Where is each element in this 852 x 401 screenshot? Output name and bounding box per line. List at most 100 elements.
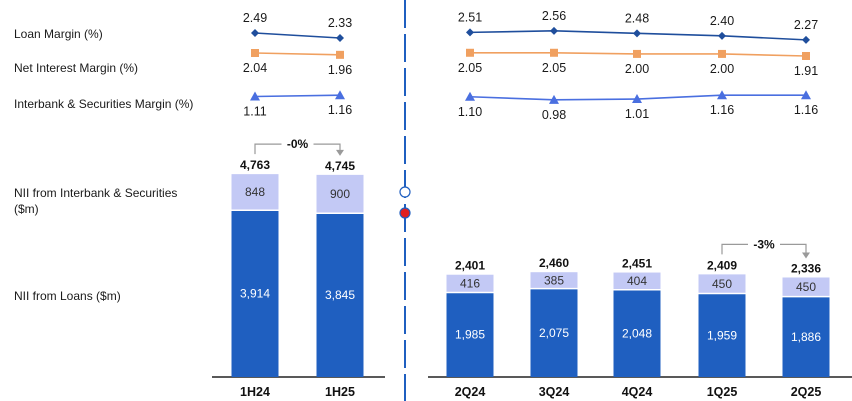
ib-margin-point-2Q24 [465, 91, 475, 101]
nim-label-4Q24: 2.00 [625, 62, 649, 76]
legend-nii-loans: NII from Loans ($m) [14, 289, 121, 303]
legend-ib-margin: Interbank & Securities Margin (%) [14, 97, 194, 111]
label-ib-2Q24: 416 [460, 277, 480, 291]
change-label-bg-0 [281, 136, 314, 152]
change-label-bg-1 [748, 236, 780, 252]
loan-margin-label-2Q25: 2.27 [794, 18, 818, 32]
label-ib-3Q24: 385 [544, 273, 564, 287]
label-ib-1H24: 848 [245, 185, 265, 199]
bar-ib-2Q25 [782, 277, 830, 297]
nim-label-2Q24: 2.05 [458, 61, 482, 75]
bar-ib-3Q24 [530, 272, 578, 289]
bar-loans-3Q24 [530, 288, 578, 377]
loan-margin-point-1Q25 [718, 31, 726, 40]
ib-margin-point-1H24 [250, 91, 260, 101]
label-total-1H25: 4,745 [325, 159, 355, 173]
loan-margin-point-4Q24 [633, 29, 641, 38]
nim-point-4Q24 [633, 49, 641, 58]
bar-loans-2Q25 [782, 296, 830, 377]
tick-1H25: 1H25 [325, 385, 355, 399]
loan-margin-point-2Q24 [466, 28, 474, 37]
ib-margin-label-2Q24: 1.10 [458, 105, 482, 119]
nim-label-3Q24: 2.05 [542, 61, 566, 75]
label-total-1Q25: 2,409 [707, 258, 737, 272]
label-loans-4Q24: 2,048 [622, 326, 652, 340]
ib-margin-label-4Q24: 1.01 [625, 107, 649, 121]
nim-point-3Q24 [550, 48, 558, 57]
bar-loans-2Q24 [446, 292, 494, 377]
bar-loans-1H25 [316, 213, 364, 377]
nim-point-1H24 [251, 49, 259, 57]
bar-ib-2Q24 [446, 274, 494, 293]
loan-margin-line-0 [254, 32, 341, 39]
nim-label-1H25: 1.96 [328, 63, 352, 77]
label-loans-2Q25: 1,886 [791, 330, 821, 344]
loan-margin-label-1Q25: 2.40 [710, 14, 734, 28]
label-loans-1H24: 3,914 [240, 287, 270, 301]
label-total-2Q24: 2,401 [455, 259, 485, 273]
label-ib-1Q25: 450 [712, 277, 732, 291]
nim-point-1H25 [336, 50, 344, 59]
nim-point-1Q25 [718, 49, 726, 58]
ib-margin-label-1Q25: 1.16 [710, 103, 734, 117]
loan-margin-label-3Q24: 2.56 [542, 9, 566, 23]
loan-margin-point-1H25 [336, 34, 344, 42]
tick-1Q25: 1Q25 [707, 385, 738, 399]
legend-nii-ib-line2: ($m) [14, 202, 39, 216]
bar-loans-1Q25 [698, 293, 746, 377]
label-ib-4Q24: 404 [627, 274, 647, 288]
nim-label-1Q25: 2.00 [710, 62, 734, 76]
label-total-1H24: 4,763 [240, 158, 270, 172]
bar-ib-4Q24 [613, 272, 661, 290]
label-loans-3Q24: 2,075 [539, 326, 569, 340]
ib-margin-line-0 [254, 94, 341, 98]
label-total-3Q24: 2,460 [539, 256, 569, 270]
ib-margin-label-2Q25: 1.16 [794, 103, 818, 117]
label-loans-1H25: 3,845 [325, 288, 355, 302]
loan-margin-point-1H24 [251, 29, 259, 37]
nim-point-2Q25 [802, 51, 810, 60]
bar-ib-1H25 [316, 174, 364, 214]
change-label-0: -0% [287, 137, 309, 151]
label-total-2Q25: 2,336 [791, 261, 821, 275]
tick-2Q25: 2Q25 [791, 385, 822, 399]
label-loans-2Q24: 1,985 [455, 328, 485, 342]
change-arrow-0 [336, 149, 344, 156]
tick-3Q24: 3Q24 [539, 385, 570, 399]
legend-nim: Net Interest Margin (%) [14, 61, 139, 75]
label-ib-2Q25: 450 [796, 280, 816, 294]
bar-loans-1H24 [231, 210, 279, 377]
ib-margin-point-3Q24 [549, 94, 559, 104]
ib-margin-point-1Q25 [717, 90, 727, 100]
divider-circle-filled [399, 207, 411, 219]
ib-margin-label-1H24: 1.11 [243, 105, 266, 119]
label-ib-1H25: 900 [330, 187, 350, 201]
label-total-4Q24: 2,451 [622, 257, 652, 271]
bar-loans-4Q24 [613, 289, 661, 377]
loan-margin-point-3Q24 [550, 26, 558, 35]
nim-label-1H24: 2.04 [243, 61, 267, 75]
loan-margin-label-4Q24: 2.48 [625, 11, 649, 25]
tick-1H24: 1H24 [240, 385, 270, 399]
divider-circle-open [399, 186, 411, 198]
label-loans-1Q25: 1,959 [707, 328, 737, 342]
change-label-1: -3% [753, 237, 775, 251]
tick-2Q24: 2Q24 [455, 385, 486, 399]
ib-margin-point-1H25 [335, 90, 345, 100]
legend-nii-ib-line1: NII from Interbank & Securities [14, 186, 178, 200]
change-arrow-1 [802, 252, 810, 259]
loan-margin-point-2Q25 [802, 35, 810, 44]
nim-line-0 [254, 52, 341, 56]
nim-label-2Q25: 1.91 [794, 64, 818, 78]
nim-point-2Q24 [466, 48, 474, 57]
ib-margin-point-4Q24 [632, 94, 642, 104]
bar-ib-1Q25 [698, 274, 746, 294]
loan-margin-label-1H24: 2.49 [243, 11, 267, 25]
ib-margin-label-3Q24: 0.98 [542, 108, 566, 122]
ib-margin-point-2Q25 [801, 90, 811, 100]
bar-ib-1H24 [231, 174, 279, 211]
legend-loan-margin: Loan Margin (%) [14, 27, 103, 41]
ib-margin-label-1H25: 1.16 [328, 103, 352, 117]
